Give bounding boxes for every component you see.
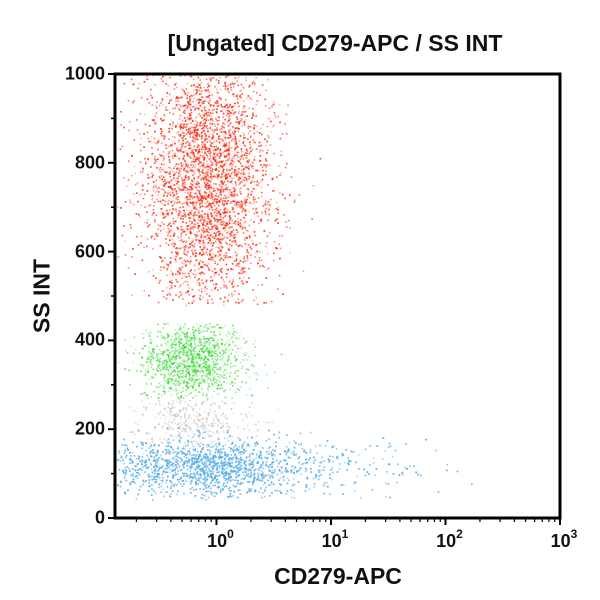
y-tick-label: 400: [74, 329, 105, 350]
y-tick-label: 800: [74, 152, 105, 173]
y-axis-label: SS INT: [28, 258, 55, 334]
data-points: [117, 74, 473, 501]
y-tick-label: 200: [74, 418, 105, 439]
x-axis-label: CD279-APC: [274, 563, 402, 589]
x-tick-label: 101: [321, 527, 349, 551]
x-tick-label: 100: [207, 527, 234, 551]
axes: [108, 72, 562, 525]
y-tick-label: 0: [94, 507, 105, 528]
y-tick-label: 600: [74, 241, 105, 262]
chart-title: [Ungated] CD279-APC / SS INT: [167, 30, 503, 56]
y-tick-label: 1000: [64, 63, 105, 84]
x-tick-label: 103: [550, 527, 578, 551]
x-tick-label: 102: [436, 527, 463, 551]
